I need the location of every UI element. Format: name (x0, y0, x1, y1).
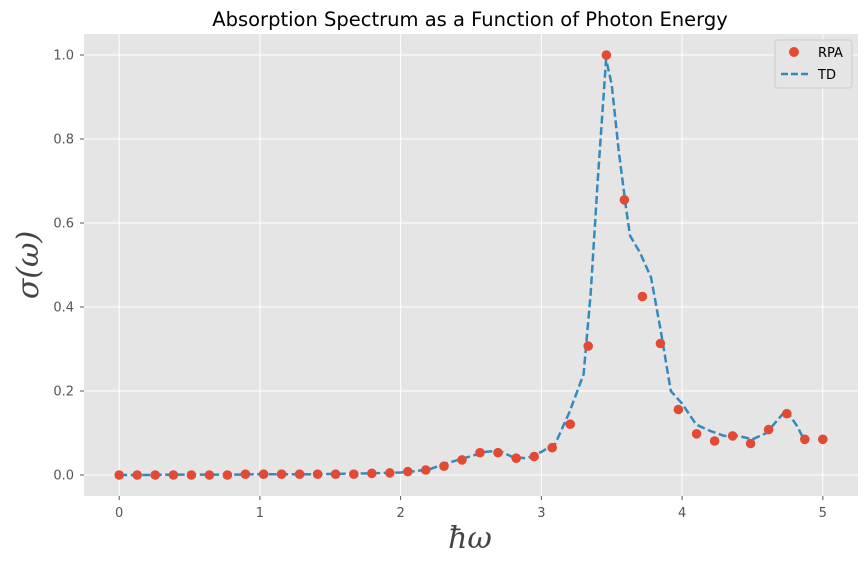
plot-area (84, 34, 858, 496)
rpa-point (745, 438, 756, 449)
y-tick-label: 1.0 (53, 49, 74, 64)
x-tick-label: 4 (678, 506, 686, 521)
series-layer (114, 50, 828, 480)
rpa-point (763, 424, 774, 435)
x-tick-label: 3 (537, 506, 545, 521)
legend-rpa-marker (789, 47, 799, 57)
rpa-point (294, 469, 305, 480)
rpa-point (367, 468, 377, 479)
rpa-point (619, 195, 630, 205)
rpa-point (150, 470, 160, 480)
rpa-point (349, 469, 359, 480)
rpa-point (204, 470, 215, 480)
rpa-point (475, 447, 485, 458)
x-tick-label: 2 (396, 506, 404, 521)
rpa-point (727, 431, 738, 441)
rpa-point (655, 338, 666, 349)
rpa-point (691, 429, 702, 439)
rpa-point (312, 469, 323, 480)
rpa-point (673, 404, 684, 415)
y-tick-label: 0.8 (53, 133, 74, 148)
rpa-point (258, 469, 269, 480)
rpa-point (114, 470, 124, 480)
x-axis-ticks: 0 1 2 3 4 5 (115, 496, 827, 521)
rpa-point (511, 453, 521, 464)
rpa-point (132, 470, 142, 480)
rpa-point (276, 469, 287, 480)
rpa-point (547, 442, 557, 453)
legend-rpa-label: RPA (818, 46, 843, 61)
rpa-point (457, 455, 467, 465)
x-axis-label: ħω (448, 521, 492, 556)
legend-td-label: TD (817, 68, 836, 83)
y-tick-label: 0.2 (53, 385, 74, 400)
y-tick-label: 0.0 (53, 469, 74, 484)
rpa-point (800, 434, 810, 445)
rpa-point (782, 408, 792, 419)
y-tick-label: 0.6 (53, 217, 74, 232)
rpa-point (601, 50, 612, 60)
y-axis-ticks: 0.0 0.2 0.4 0.6 0.8 1.0 (53, 49, 84, 484)
rpa-point (565, 419, 575, 430)
rpa-point (385, 468, 395, 478)
rpa-point (818, 434, 828, 445)
chart-title: Absorption Spectrum as a Function of Pho… (212, 8, 727, 31)
rpa-point (186, 470, 197, 480)
y-tick-label: 0.4 (53, 301, 74, 316)
legend: RPA TD (774, 39, 853, 89)
x-tick-label: 5 (819, 506, 827, 521)
rpa-point (493, 447, 503, 458)
rpa-point (330, 469, 341, 480)
rpa-point (709, 436, 720, 446)
x-tick-label: 1 (256, 506, 264, 521)
rpa-point (529, 451, 539, 462)
x-tick-label: 0 (115, 506, 123, 521)
rpa-point (168, 470, 179, 480)
rpa-point (439, 461, 449, 472)
td-series-line (119, 57, 808, 477)
rpa-point (583, 341, 593, 351)
rpa-point (403, 466, 413, 477)
rpa-point (222, 470, 233, 480)
rpa-point (240, 469, 251, 480)
y-axis-label: σ(ω) (11, 231, 46, 299)
rpa-point (421, 465, 431, 475)
rpa-point (637, 291, 648, 302)
